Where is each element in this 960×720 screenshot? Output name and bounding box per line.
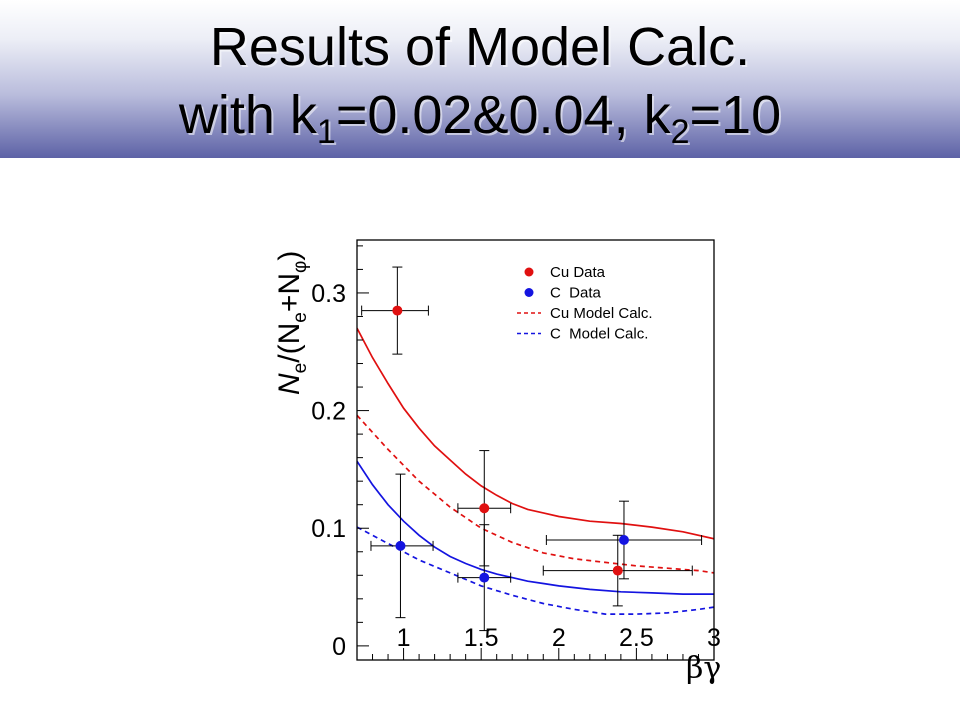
solid-curve-cu xyxy=(357,327,714,540)
legend-label: Cu Model Calc. xyxy=(550,305,653,322)
legend-item: Cu Data xyxy=(524,264,606,281)
x-axis-label: βγ xyxy=(686,651,721,686)
title-band xyxy=(0,0,960,158)
y-tick-label: 0 xyxy=(332,633,346,661)
title-subscript-2: 2 xyxy=(670,113,690,151)
legend-marker xyxy=(524,288,534,297)
legend: Cu Data C Data Cu Model Calc. C Model Calc. xyxy=(517,264,653,343)
title-text-values: =0.02&0.04, k xyxy=(335,85,671,145)
model-curves xyxy=(357,327,714,615)
c-data-point xyxy=(545,500,703,580)
dashed-curve-cu xyxy=(357,414,714,574)
cu-marker xyxy=(479,503,490,514)
c-data-point xyxy=(370,473,434,619)
solid-curve-c xyxy=(357,460,714,595)
cu-data-point xyxy=(542,534,693,607)
legend-item: C Model Calc. xyxy=(517,326,648,343)
slide-title-line1: Results of Model Calc. xyxy=(209,17,751,77)
cu-marker xyxy=(392,305,403,316)
legend-label: Cu Data xyxy=(550,264,606,281)
y-label-mid: /(N xyxy=(273,323,306,363)
c-marker xyxy=(618,535,629,545)
legend-label: C Model Calc. xyxy=(550,326,648,343)
x-tick-label: 3 xyxy=(707,624,721,652)
x-tick-label: 1 xyxy=(397,624,411,652)
y-label-sub-phi: φ xyxy=(290,261,311,273)
y-tick-label: 0.2 xyxy=(311,398,346,426)
c-marker xyxy=(395,540,406,551)
x-tick-label: 1.5 xyxy=(464,624,499,652)
y-axis-label: Ne/(Ne+Nφ) xyxy=(273,251,311,395)
y-label-plus: +N xyxy=(273,273,306,312)
y-tick-label: 0.3 xyxy=(311,280,346,308)
c-marker xyxy=(479,572,490,583)
c-data-point xyxy=(457,524,512,632)
legend-label: C Data xyxy=(550,285,602,302)
dashed-curve-c xyxy=(357,526,714,615)
title-text-k2-value: =10 xyxy=(689,85,782,145)
slide-title-line2: with k1=0.02&0.04, k2=10 xyxy=(0,85,960,149)
y-label-n1: N xyxy=(273,373,306,395)
legend-item: Cu Model Calc. xyxy=(517,305,653,322)
y-tick-label: 0.1 xyxy=(311,515,346,543)
axis-tick-labels: 1 1.5 2 2.5 3 0 0.1 0.2 0.3 xyxy=(311,280,721,661)
title-text-with-k: with k xyxy=(178,85,317,145)
y-label-sub-e1: e xyxy=(290,363,311,374)
legend-marker xyxy=(524,267,534,277)
plot-frame xyxy=(356,239,715,661)
cu-data-point xyxy=(361,266,429,355)
y-label-sub-e2: e xyxy=(290,312,311,323)
legend-item: C Data xyxy=(524,285,602,302)
axis-ticks xyxy=(357,245,715,660)
title-subscript-1: 1 xyxy=(316,113,336,151)
x-tick-label: 2 xyxy=(552,624,566,652)
y-label-close: ) xyxy=(273,251,306,261)
cu-marker xyxy=(612,565,623,576)
data-points xyxy=(361,266,703,632)
x-tick-label: 2.5 xyxy=(619,624,654,652)
